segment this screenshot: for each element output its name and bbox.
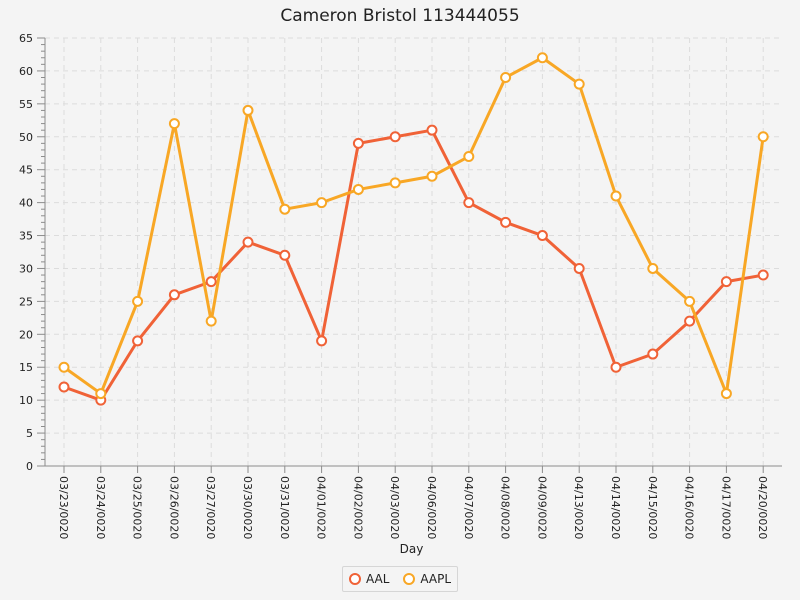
y-tick-label: 30	[19, 262, 33, 275]
y-tick-label: 0	[26, 460, 33, 473]
data-point-aapl	[536, 52, 548, 64]
plot-area	[45, 38, 782, 466]
x-tick-label: 04/20/0020	[756, 476, 769, 539]
data-point-aal	[205, 276, 217, 288]
chart-title: Cameron Bristol 113444055	[280, 6, 520, 26]
data-point-aal	[352, 137, 364, 149]
x-tick-label: 03/23/0020	[57, 476, 70, 539]
series-line-aapl	[63, 56, 765, 396]
data-point-aapl	[720, 388, 732, 400]
x-tick-label: 04/06/0020	[425, 476, 438, 539]
data-point-aal	[58, 381, 70, 393]
data-point-aapl	[279, 203, 291, 215]
x-tick-label: 03/24/0020	[94, 476, 107, 539]
x-tick-label: 04/02/0020	[351, 476, 364, 539]
y-tick-label: 55	[19, 98, 33, 111]
legend-marker-aapl	[403, 573, 416, 585]
data-point-aapl	[500, 72, 512, 84]
x-tick-label: 04/14/0020	[609, 476, 622, 539]
legend-label-aal: AAL	[365, 572, 390, 586]
data-point-aapl	[316, 197, 328, 209]
x-tick-label: 03/25/0020	[131, 476, 144, 539]
x-tick-label: 04/09/0020	[535, 476, 548, 539]
data-point-aapl	[168, 118, 180, 130]
data-point-aapl	[647, 262, 659, 274]
data-point-aapl	[242, 104, 254, 116]
data-point-aapl	[684, 295, 696, 307]
data-point-aapl	[205, 315, 217, 327]
x-tick-label: 04/17/0020	[719, 476, 732, 539]
data-point-aal	[168, 289, 180, 301]
x-tick-label: 04/08/0020	[499, 476, 512, 539]
data-point-aapl	[389, 177, 401, 189]
data-point-aal	[426, 124, 438, 136]
x-tick-label: 04/16/0020	[683, 476, 696, 539]
data-point-aapl	[58, 361, 70, 373]
x-tick-label: 04/13/0020	[572, 476, 585, 539]
x-tick-label: 03/27/0020	[204, 476, 217, 539]
data-point-aapl	[573, 78, 585, 90]
x-tick-label: 04/07/0020	[462, 476, 475, 539]
legend-label-aapl: AAPL	[420, 572, 452, 586]
legend-item-aal: AAL	[348, 572, 390, 586]
data-point-aal	[647, 348, 659, 360]
data-point-aal	[279, 249, 291, 261]
y-tick-label: 65	[19, 32, 33, 45]
data-point-aapl	[352, 183, 364, 195]
y-tick-label: 45	[19, 164, 33, 177]
data-point-aapl	[132, 295, 144, 307]
data-point-aal	[463, 197, 475, 209]
chart-legend: AAL AAPL	[342, 566, 458, 592]
legend-marker-aal	[348, 573, 361, 585]
y-tick-label: 50	[19, 131, 33, 144]
data-point-aal	[610, 361, 622, 373]
x-tick-label: 04/15/0020	[646, 476, 659, 539]
x-axis-label: Day	[400, 542, 424, 556]
x-tick-label: 04/01/0020	[315, 476, 328, 539]
data-point-aal	[757, 269, 769, 281]
data-point-aapl	[463, 151, 475, 163]
data-point-aal	[389, 131, 401, 143]
y-tick-label: 10	[19, 394, 33, 407]
y-tick-label: 5	[26, 427, 33, 440]
legend-item-aapl: AAPL	[403, 572, 451, 586]
x-tick-label: 04/03/0020	[388, 476, 401, 539]
data-point-aapl	[95, 388, 107, 400]
y-tick-label: 25	[19, 295, 33, 308]
data-point-aal	[573, 262, 585, 274]
x-tick-label: 03/31/0020	[278, 476, 291, 539]
data-point-aal	[536, 230, 548, 242]
data-point-aal	[500, 216, 512, 228]
y-tick-label: 40	[19, 197, 33, 210]
data-point-aapl	[610, 190, 622, 202]
series-line-aal	[63, 128, 764, 402]
data-point-aal	[242, 236, 254, 248]
y-tick-label: 35	[19, 230, 33, 243]
x-tick-label: 03/26/0020	[167, 476, 180, 539]
y-tick-label: 15	[19, 361, 33, 374]
y-tick-label: 20	[19, 328, 33, 341]
data-point-aapl	[426, 170, 438, 182]
x-tick-label: 03/30/0020	[241, 476, 254, 539]
data-point-aal	[684, 315, 696, 327]
data-point-aapl	[757, 131, 769, 143]
y-tick-label: 60	[19, 65, 33, 78]
data-point-aal	[132, 335, 144, 347]
data-point-aal	[316, 335, 328, 347]
data-point-aal	[720, 276, 732, 288]
